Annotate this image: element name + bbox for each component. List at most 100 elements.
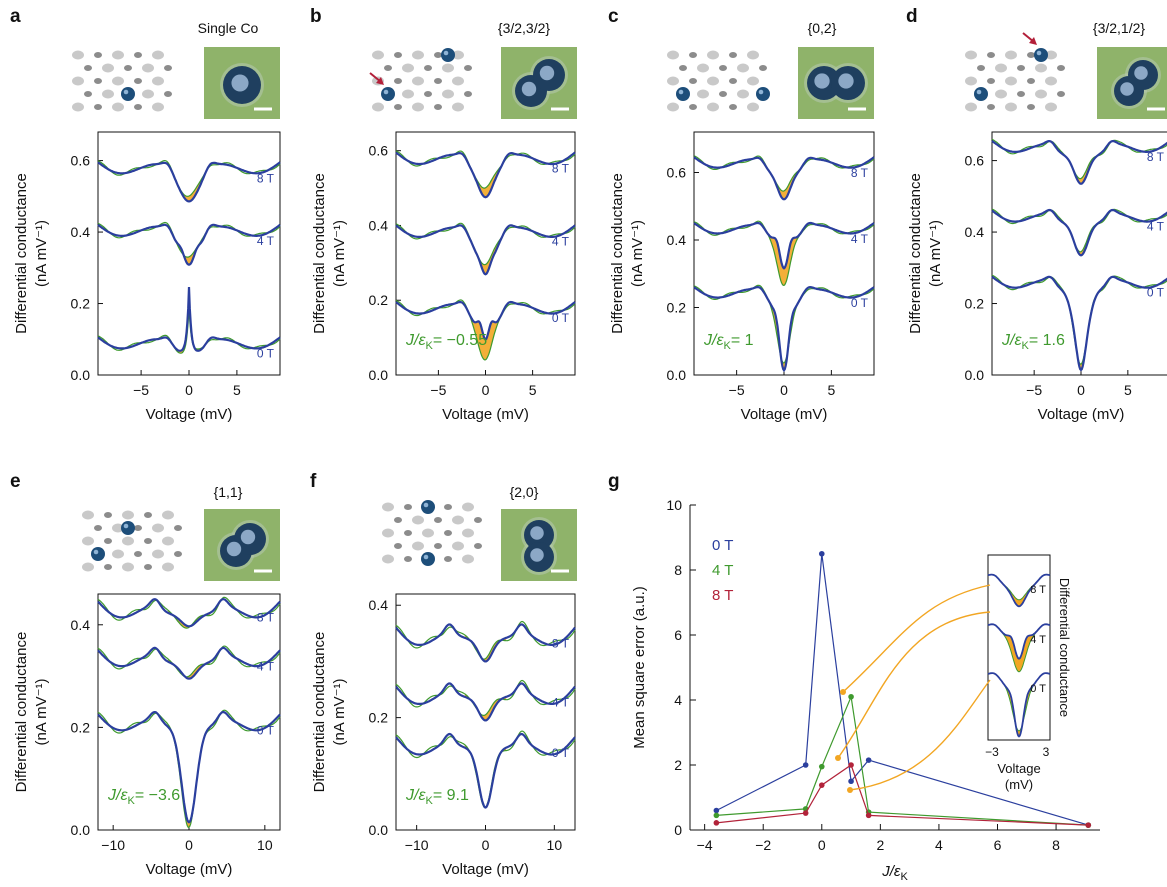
series-point xyxy=(802,810,809,816)
x-tick-label: 4 xyxy=(935,837,943,853)
field-label: 8 T xyxy=(552,161,570,175)
stm-adatom-highlight xyxy=(530,548,544,562)
series-line-8t xyxy=(716,764,1089,826)
lattice-site xyxy=(444,504,452,510)
series-line-4t xyxy=(716,694,1089,826)
panel-e: e {1,1} 0.0 0.2 0.4 −10 0 10 Differential conduc… xyxy=(10,471,281,878)
y-tick-label: 0.0 xyxy=(369,822,389,838)
fit-curve-4t xyxy=(991,208,1167,253)
y-axis-unit: (nA mV⁻¹) xyxy=(331,220,348,287)
lattice-site xyxy=(434,543,442,549)
lattice-site xyxy=(667,76,679,86)
co-atom xyxy=(121,521,135,535)
x-tick-label: 10 xyxy=(257,837,273,853)
stm-adatom-highlight xyxy=(231,74,249,92)
lattice-site xyxy=(134,104,142,110)
lattice-site xyxy=(1057,91,1065,97)
x-axis-label: Voltage (mV) xyxy=(146,861,233,878)
lattice-site xyxy=(707,102,719,112)
y-tick-label: 0.2 xyxy=(965,296,985,312)
panel-title: {0,2} xyxy=(808,20,837,36)
x-tick-label: −5 xyxy=(1026,382,1042,398)
co-atom xyxy=(421,552,435,566)
stm-adatom-highlight xyxy=(521,81,537,97)
lattice-site xyxy=(104,564,112,570)
y-tick-label: 0.0 xyxy=(71,822,91,838)
lattice-site xyxy=(1005,76,1017,86)
data-curve-0t xyxy=(395,732,576,809)
lattice-site xyxy=(452,50,464,60)
lattice-site xyxy=(394,104,402,110)
x-tick-label: 2 xyxy=(876,837,884,853)
lattice-site xyxy=(144,564,152,570)
ratio-symbol: J/ε xyxy=(107,787,128,804)
y-tick-label: 2 xyxy=(674,757,682,773)
lattice-site xyxy=(474,517,482,523)
fit-curve-8t xyxy=(693,155,875,192)
lattice-site xyxy=(382,502,394,512)
co-atom xyxy=(91,547,105,561)
lattice-site xyxy=(144,538,152,544)
x-tick-label: −5 xyxy=(729,382,745,398)
co-atom-highlight xyxy=(1036,50,1042,56)
fit-curve-8t xyxy=(991,138,1167,180)
lattice-site xyxy=(474,543,482,549)
difference-fill xyxy=(98,599,280,629)
lattice-site xyxy=(404,504,412,510)
y-tick-label: 0.4 xyxy=(667,232,687,248)
data-curve-4t xyxy=(97,223,281,266)
fit-curve-8t xyxy=(97,596,281,629)
lattice-site xyxy=(144,512,152,518)
panel-title: {1,1} xyxy=(214,484,243,500)
ratio-subscript: K xyxy=(1021,340,1029,352)
lattice-site xyxy=(697,63,709,73)
panel-g: g 0 2 4 6 8 10 −4 −2 0 2 4 6 8 Mean square error (a.u.… xyxy=(608,471,1100,883)
y-axis-label: Differential conductance xyxy=(311,632,328,793)
lattice-site xyxy=(462,528,474,538)
inset-x-label: Voltage xyxy=(997,761,1040,776)
field-label: 4 T xyxy=(257,234,275,248)
y-axis-label: Mean square error (a.u.) xyxy=(631,586,648,749)
lattice-site xyxy=(422,528,434,538)
co-atom xyxy=(381,87,395,101)
stm-adatom-highlight xyxy=(240,529,256,545)
lattice-site xyxy=(394,517,402,523)
data-curve-8t xyxy=(97,598,281,628)
lattice-site xyxy=(759,65,767,71)
lattice-site xyxy=(84,91,92,97)
x-axis-label: Voltage (mV) xyxy=(442,406,529,423)
lattice-site xyxy=(84,65,92,71)
lattice-site xyxy=(402,89,414,99)
lattice-site xyxy=(94,104,102,110)
y-axis-label: Differential conductance xyxy=(907,173,924,334)
lattice-site xyxy=(162,536,174,546)
y-tick-label: 10 xyxy=(666,497,682,513)
lattice-site xyxy=(152,102,164,112)
lattice-site xyxy=(404,556,412,562)
lattice-site xyxy=(434,104,442,110)
lattice-site xyxy=(987,104,995,110)
x-tick-label: −10 xyxy=(405,837,429,853)
y-tick-label: 0.0 xyxy=(71,367,91,383)
panel-letter: e xyxy=(10,471,21,492)
data-curve-0t xyxy=(693,285,875,373)
lattice-site xyxy=(134,52,142,58)
lattice-site xyxy=(464,65,472,71)
fit-curve-4t xyxy=(395,679,576,717)
y-tick-label: 0.2 xyxy=(667,300,687,316)
co-atom-highlight xyxy=(758,89,764,95)
lattice-site xyxy=(689,52,697,58)
co-atom xyxy=(441,48,455,62)
co-atom-highlight xyxy=(678,89,684,95)
field-label: 0 T xyxy=(851,296,869,310)
lattice-site xyxy=(142,63,154,73)
co-atom xyxy=(121,87,135,101)
inset-difference-fill xyxy=(988,624,1050,672)
lattice-site xyxy=(174,551,182,557)
lattice-site xyxy=(679,65,687,71)
x-tick-label: 0 xyxy=(185,837,193,853)
ratio-symbol: J/ε xyxy=(703,332,724,349)
lattice-site xyxy=(1045,76,1057,86)
inset-frame xyxy=(987,554,1051,741)
ratio-symbol: J/ε xyxy=(405,787,426,804)
